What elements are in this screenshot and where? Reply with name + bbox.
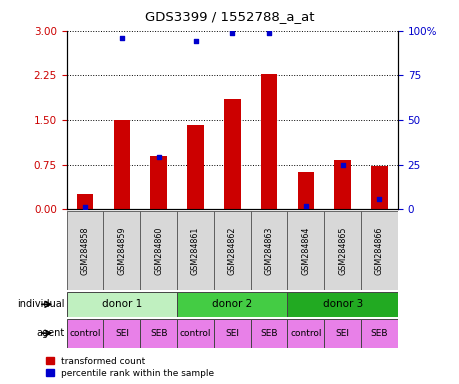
Text: GSM284866: GSM284866: [374, 227, 383, 275]
Point: [228, 30, 235, 36]
Bar: [250, 319, 287, 348]
Text: GSM284862: GSM284862: [227, 226, 236, 275]
Text: GSM284861: GSM284861: [190, 227, 200, 275]
Text: agent: agent: [36, 328, 64, 338]
Bar: [213, 319, 250, 348]
Text: control: control: [179, 329, 211, 338]
Bar: [177, 319, 213, 348]
Bar: [360, 211, 397, 290]
Bar: [103, 211, 140, 290]
Point: [375, 195, 382, 202]
Bar: [67, 292, 177, 317]
Text: SEI: SEI: [225, 329, 239, 338]
Bar: [287, 211, 324, 290]
Text: GSM284864: GSM284864: [301, 227, 310, 275]
Point: [81, 204, 89, 210]
Bar: [77, 194, 93, 209]
Bar: [370, 166, 387, 209]
Bar: [260, 74, 277, 209]
Text: control: control: [69, 329, 101, 338]
Bar: [177, 292, 287, 317]
Text: SEB: SEB: [370, 329, 387, 338]
Point: [338, 162, 346, 168]
Bar: [360, 319, 397, 348]
Bar: [334, 161, 350, 209]
Point: [118, 35, 125, 41]
Bar: [67, 319, 103, 348]
Bar: [67, 211, 103, 290]
Point: [265, 30, 272, 36]
Point: [155, 154, 162, 161]
Bar: [140, 211, 177, 290]
Text: donor 3: donor 3: [322, 299, 362, 310]
Bar: [150, 156, 167, 209]
Point: [302, 203, 309, 209]
Text: GDS3399 / 1552788_a_at: GDS3399 / 1552788_a_at: [145, 10, 314, 23]
Bar: [324, 211, 360, 290]
Bar: [324, 319, 360, 348]
Bar: [103, 319, 140, 348]
Text: GSM284865: GSM284865: [337, 226, 347, 275]
Text: donor 1: donor 1: [101, 299, 142, 310]
Text: SEI: SEI: [115, 329, 129, 338]
Text: GSM284858: GSM284858: [80, 226, 90, 275]
Bar: [140, 319, 177, 348]
Bar: [287, 292, 397, 317]
Text: GSM284859: GSM284859: [117, 226, 126, 275]
Text: individual: individual: [17, 299, 64, 310]
Bar: [297, 172, 313, 209]
Bar: [250, 211, 287, 290]
Bar: [187, 125, 203, 209]
Text: SEB: SEB: [260, 329, 277, 338]
Bar: [213, 211, 250, 290]
Text: donor 2: donor 2: [212, 299, 252, 310]
Text: control: control: [290, 329, 321, 338]
Bar: [177, 211, 213, 290]
Bar: [224, 99, 240, 209]
Text: GSM284863: GSM284863: [264, 227, 273, 275]
Bar: [113, 120, 130, 209]
Text: GSM284860: GSM284860: [154, 227, 163, 275]
Point: [191, 38, 199, 45]
Text: SEI: SEI: [335, 329, 349, 338]
Text: SEB: SEB: [150, 329, 167, 338]
Legend: transformed count, percentile rank within the sample: transformed count, percentile rank withi…: [46, 357, 214, 377]
Bar: [287, 319, 324, 348]
